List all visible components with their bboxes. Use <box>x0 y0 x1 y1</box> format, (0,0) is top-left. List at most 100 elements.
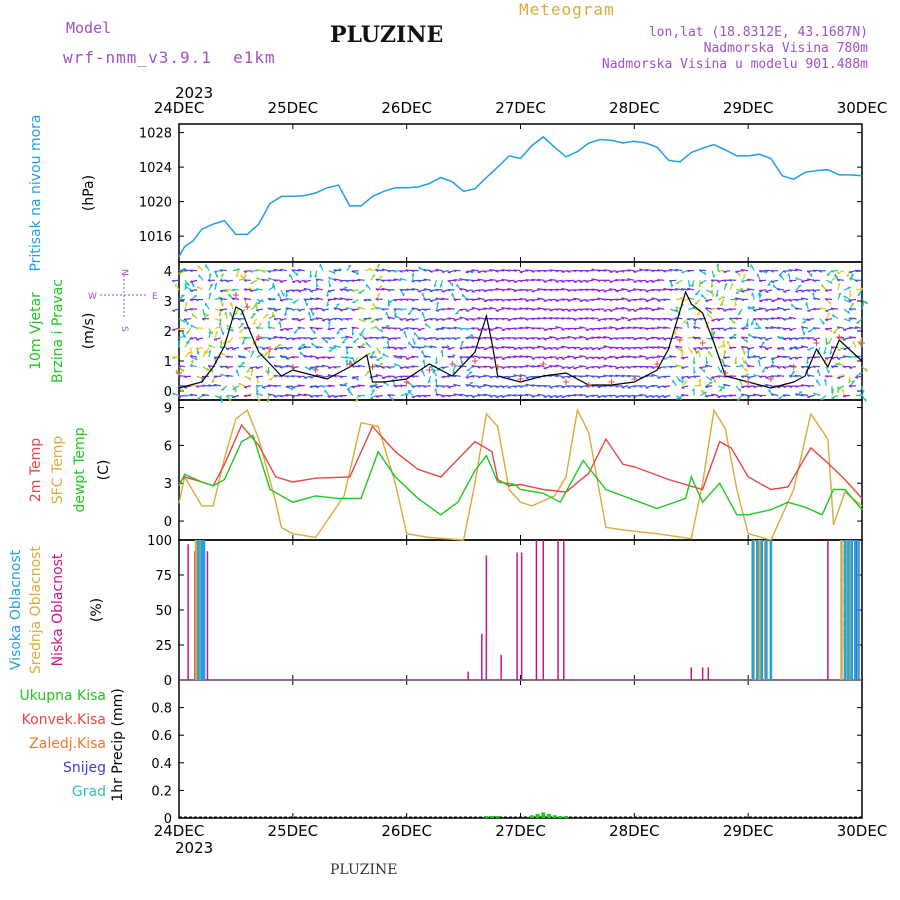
wind-arrow <box>184 351 191 358</box>
wind-arrow-head <box>285 338 289 341</box>
wind-arrow <box>591 317 599 320</box>
wind-arrow-head <box>789 329 793 332</box>
wind-arrow-head <box>213 271 217 274</box>
wind-arrow <box>837 385 845 390</box>
wind-arrow-head <box>471 269 475 273</box>
wind-arrow-head <box>513 290 517 293</box>
wind-arrow-head <box>627 319 631 322</box>
wind-arrow <box>369 336 377 339</box>
wind-arrow-head <box>537 288 541 291</box>
wind-arrow <box>417 289 425 292</box>
wind-arrow-head <box>579 355 583 358</box>
wind-arrow-head <box>184 282 187 286</box>
wind-arrow-head <box>188 282 190 286</box>
wind-arrow-head <box>411 396 415 399</box>
wind-arrow-head <box>843 329 847 332</box>
precip-legend-item: Grad <box>72 784 106 800</box>
wind-arrow <box>285 337 293 340</box>
wind-arrow <box>855 375 863 378</box>
wind-arrow-head <box>818 307 822 311</box>
wind-arrow-head <box>549 328 553 331</box>
wind-arrow <box>183 318 192 320</box>
wind-arrow <box>639 307 647 310</box>
wind-arrow-head <box>447 395 451 398</box>
wind-arrow-head <box>837 377 841 380</box>
wind-arrow-head <box>609 365 613 369</box>
wind-arrow-head <box>837 272 841 274</box>
wind-arrow <box>549 308 557 311</box>
wind-arrow <box>615 279 623 281</box>
wind-arrow-head <box>597 308 601 311</box>
wind-arrow <box>441 394 449 397</box>
wind-arrow-head <box>465 318 469 322</box>
wind-arrow <box>447 307 455 310</box>
wind-arrow-head <box>351 309 355 312</box>
wind-arrow-head <box>246 370 250 373</box>
wind-arrow-head <box>339 280 343 283</box>
pressure-y-tick-label: 1024 <box>139 161 172 176</box>
wind-arrow-head <box>543 317 547 320</box>
wind-arrow-head <box>585 317 589 320</box>
wind-arrow <box>723 383 731 387</box>
wind-arrow <box>698 350 701 358</box>
wind-arrow-head <box>698 284 702 288</box>
wind-arrow <box>267 326 276 329</box>
wind-arrow <box>417 308 425 311</box>
wind-arrow-head <box>218 325 222 328</box>
wind-arrow <box>279 318 287 321</box>
wind-arrow-head <box>267 270 271 273</box>
wind-arrow-head <box>375 319 379 322</box>
wind-arrow <box>243 270 251 272</box>
wind-arrow-head <box>794 345 798 348</box>
wind-arrow <box>202 308 206 317</box>
wind-arrow <box>561 356 569 360</box>
wind-arrow <box>771 298 779 302</box>
wind-arrow-head <box>615 357 619 360</box>
wind-arrow-head <box>621 395 625 398</box>
wind-arrow-head <box>543 308 547 311</box>
pressure-axis-title: Pritisak na nivou mora <box>28 114 44 271</box>
wind-arrow-head <box>567 394 571 398</box>
wind-arrow <box>519 385 527 387</box>
wind-arrow-head <box>453 338 457 341</box>
wind-arrow-head <box>243 288 247 292</box>
wind-arrow <box>676 297 684 301</box>
wind-arrow-head <box>591 366 595 369</box>
wind-arrow <box>789 298 797 301</box>
wind-arrow-head <box>579 393 583 397</box>
wind-arrow-head <box>315 365 319 369</box>
wind-arrow-head <box>585 338 589 341</box>
wind-arrow <box>759 289 767 292</box>
dewpt-line <box>178 434 863 516</box>
wind-arrow <box>693 357 695 365</box>
wind-arrow <box>423 359 426 367</box>
wind-arrow <box>191 313 198 320</box>
wind-arrow <box>837 375 845 379</box>
wind-arrow-head <box>291 395 295 398</box>
wind-arrow <box>435 268 443 272</box>
wind-arrow <box>783 355 791 358</box>
wind-arrow <box>795 393 803 397</box>
wind-arrow <box>765 289 773 293</box>
wind-arrow-head <box>196 339 200 341</box>
wind-arrow-head <box>267 321 270 325</box>
wind-arrow-head <box>621 316 625 320</box>
wind-arrow-head <box>351 326 355 330</box>
wind-arrow <box>579 317 587 320</box>
wind-arrow <box>765 326 773 329</box>
wind-arrow <box>237 355 246 358</box>
wind-arrow <box>753 308 761 311</box>
wind-arrow-head <box>663 376 667 379</box>
wind-arrow <box>345 346 353 349</box>
wind-arrow-head <box>758 395 763 398</box>
wind-arrow-head <box>848 380 851 384</box>
wind-arrow-head <box>356 377 360 381</box>
wind-arrow <box>603 374 611 377</box>
wind-arrow-head <box>573 318 577 321</box>
wind-arrow-head <box>336 332 340 335</box>
wind-arrow <box>273 374 281 377</box>
wind-arrow <box>483 356 491 359</box>
precip-bar <box>552 815 557 818</box>
wind-arrow <box>460 356 463 365</box>
wind-arrow-head <box>531 278 535 282</box>
